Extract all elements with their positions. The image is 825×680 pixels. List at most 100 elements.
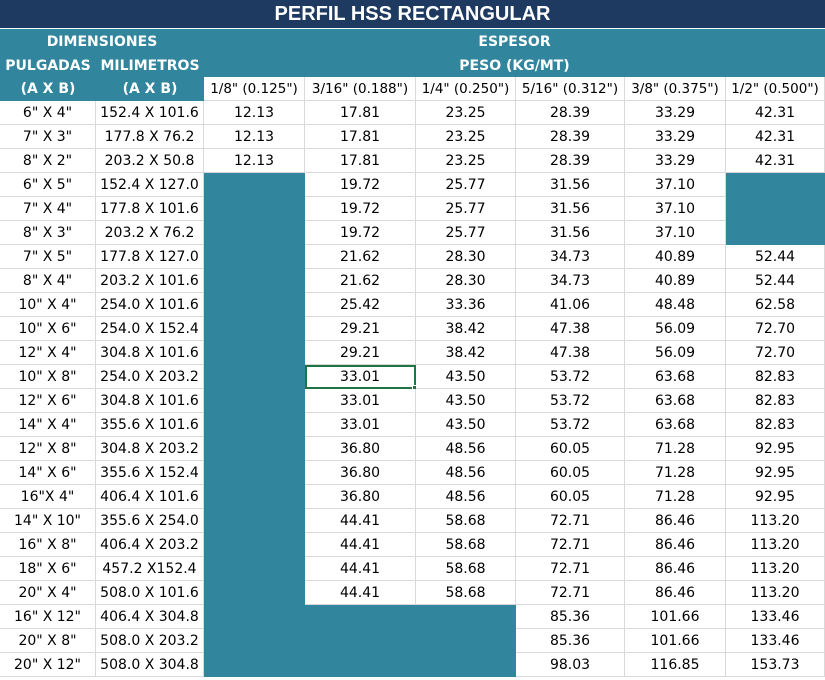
weight-cell[interactable]: 56.09 [625, 317, 726, 341]
empty-filled-cell[interactable] [204, 629, 305, 653]
dimension-mm[interactable]: 355.6 X 152.4 [96, 461, 204, 485]
dimension-inches[interactable]: 10" X 8" [0, 365, 96, 389]
dimension-mm[interactable]: 406.4 X 203.2 [96, 533, 204, 557]
weight-cell[interactable]: 63.68 [625, 365, 726, 389]
weight-cell[interactable]: 113.20 [726, 509, 825, 533]
weight-cell[interactable]: 44.41 [305, 509, 416, 533]
dimension-inches[interactable]: 8" X 2" [0, 149, 96, 173]
weight-cell[interactable]: 82.83 [726, 365, 825, 389]
weight-cell[interactable]: 86.46 [625, 533, 726, 557]
dimension-mm[interactable]: 355.6 X 254.0 [96, 509, 204, 533]
weight-cell[interactable]: 72.71 [516, 581, 625, 605]
weight-cell[interactable]: 133.46 [726, 605, 825, 629]
empty-filled-cell[interactable] [204, 509, 305, 533]
dimension-mm[interactable]: 203.2 X 50.8 [96, 149, 204, 173]
dimension-inches[interactable]: 20" X 4" [0, 581, 96, 605]
dimension-mm[interactable]: 355.6 X 101.6 [96, 413, 204, 437]
weight-cell[interactable]: 48.56 [416, 485, 516, 509]
weight-cell[interactable]: 17.81 [305, 149, 416, 173]
dimension-inches[interactable]: 10" X 6" [0, 317, 96, 341]
dimension-inches[interactable]: 7" X 4" [0, 197, 96, 221]
empty-filled-cell[interactable] [204, 437, 305, 461]
weight-cell[interactable]: 116.85 [625, 653, 726, 677]
weight-cell[interactable]: 42.31 [726, 149, 825, 173]
weight-cell[interactable]: 71.28 [625, 485, 726, 509]
dimension-mm[interactable]: 254.0 X 101.6 [96, 293, 204, 317]
weight-cell[interactable]: 53.72 [516, 389, 625, 413]
empty-filled-cell[interactable] [204, 389, 305, 413]
dimension-inches[interactable]: 8" X 3" [0, 221, 96, 245]
weight-cell[interactable]: 72.70 [726, 341, 825, 365]
empty-filled-cell[interactable] [204, 365, 305, 389]
weight-cell[interactable]: 82.83 [726, 413, 825, 437]
weight-cell[interactable]: 58.68 [416, 533, 516, 557]
weight-cell[interactable]: 23.25 [416, 149, 516, 173]
weight-cell[interactable]: 38.42 [416, 317, 516, 341]
weight-cell[interactable]: 28.39 [516, 125, 625, 149]
empty-filled-cell[interactable] [204, 269, 305, 293]
weight-cell[interactable]: 28.39 [516, 149, 625, 173]
weight-cell[interactable]: 85.36 [516, 629, 625, 653]
weight-cell[interactable]: 42.31 [726, 101, 825, 125]
weight-cell[interactable]: 92.95 [726, 461, 825, 485]
weight-cell[interactable]: 31.56 [516, 197, 625, 221]
dimension-inches[interactable]: 7" X 3" [0, 125, 96, 149]
dimension-inches[interactable]: 20" X 12" [0, 653, 96, 677]
weight-cell[interactable]: 62.58 [726, 293, 825, 317]
weight-cell[interactable]: 37.10 [625, 221, 726, 245]
weight-cell[interactable]: 34.73 [516, 269, 625, 293]
weight-cell[interactable]: 72.71 [516, 533, 625, 557]
weight-cell[interactable]: 47.38 [516, 317, 625, 341]
weight-cell[interactable]: 60.05 [516, 485, 625, 509]
dimension-inches[interactable]: 12" X 6" [0, 389, 96, 413]
weight-cell[interactable]: 33.01 [305, 389, 416, 413]
weight-cell[interactable]: 60.05 [516, 461, 625, 485]
selected-weight-cell[interactable]: 33.01 [305, 365, 416, 389]
empty-filled-cell[interactable] [726, 221, 825, 245]
dimension-inches[interactable]: 14" X 4" [0, 413, 96, 437]
weight-cell[interactable]: 101.66 [625, 629, 726, 653]
weight-cell[interactable]: 33.36 [416, 293, 516, 317]
empty-filled-cell[interactable] [204, 173, 305, 197]
weight-cell[interactable]: 19.72 [305, 173, 416, 197]
weight-cell[interactable]: 92.95 [726, 437, 825, 461]
empty-filled-cell[interactable] [204, 341, 305, 365]
empty-filled-cell[interactable] [204, 317, 305, 341]
weight-cell[interactable]: 92.95 [726, 485, 825, 509]
dimension-mm[interactable]: 152.4 X 101.6 [96, 101, 204, 125]
weight-cell[interactable]: 29.21 [305, 341, 416, 365]
dimension-mm[interactable]: 406.4 X 304.8 [96, 605, 204, 629]
weight-cell[interactable]: 58.68 [416, 581, 516, 605]
weight-cell[interactable]: 28.30 [416, 245, 516, 269]
empty-filled-cell[interactable] [305, 605, 416, 629]
empty-filled-cell[interactable] [204, 533, 305, 557]
empty-filled-cell[interactable] [204, 485, 305, 509]
weight-cell[interactable]: 23.25 [416, 101, 516, 125]
weight-cell[interactable]: 41.06 [516, 293, 625, 317]
empty-filled-cell[interactable] [204, 581, 305, 605]
weight-cell[interactable]: 33.29 [625, 125, 726, 149]
dimension-mm[interactable]: 203.2 X 76.2 [96, 221, 204, 245]
dimension-mm[interactable]: 406.4 X 101.6 [96, 485, 204, 509]
weight-cell[interactable]: 25.77 [416, 221, 516, 245]
weight-cell[interactable]: 33.29 [625, 101, 726, 125]
empty-filled-cell[interactable] [204, 221, 305, 245]
weight-cell[interactable]: 53.72 [516, 365, 625, 389]
dimension-mm[interactable]: 177.8 X 127.0 [96, 245, 204, 269]
weight-cell[interactable]: 72.71 [516, 557, 625, 581]
weight-cell[interactable]: 48.56 [416, 461, 516, 485]
weight-cell[interactable]: 36.80 [305, 437, 416, 461]
weight-cell[interactable]: 28.39 [516, 101, 625, 125]
dimension-inches[interactable]: 10" X 4" [0, 293, 96, 317]
dimension-mm[interactable]: 203.2 X 101.6 [96, 269, 204, 293]
empty-filled-cell[interactable] [204, 245, 305, 269]
weight-cell[interactable]: 86.46 [625, 557, 726, 581]
weight-cell[interactable]: 36.80 [305, 461, 416, 485]
weight-cell[interactable]: 44.41 [305, 557, 416, 581]
weight-cell[interactable]: 12.13 [204, 125, 305, 149]
weight-cell[interactable]: 43.50 [416, 389, 516, 413]
empty-filled-cell[interactable] [416, 629, 516, 653]
empty-filled-cell[interactable] [204, 605, 305, 629]
empty-filled-cell[interactable] [204, 197, 305, 221]
empty-filled-cell[interactable] [204, 413, 305, 437]
